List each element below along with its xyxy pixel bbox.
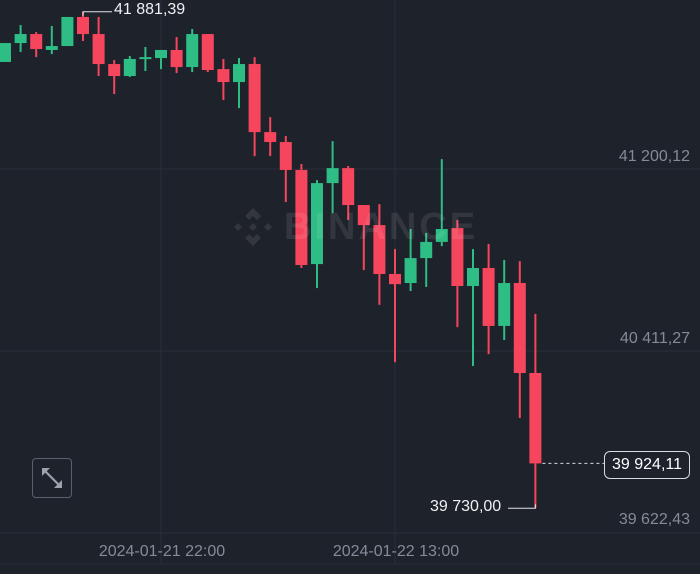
candle-body <box>279 142 292 170</box>
expand-arrows-icon <box>42 468 62 488</box>
y-tick-label: 40 411,27 <box>620 330 690 347</box>
candle-body <box>311 183 323 265</box>
candle-body <box>435 229 448 242</box>
candle-body <box>467 268 479 287</box>
candle-body <box>45 46 58 50</box>
candle-body <box>0 43 11 62</box>
candle-body <box>389 274 401 285</box>
low-marker-line <box>508 504 536 509</box>
candle-body <box>30 34 43 50</box>
x-tick-label: 2024-01-21 22:00 <box>98 543 226 560</box>
candle-body <box>498 283 511 326</box>
binance-watermark: BINANCE <box>230 204 478 250</box>
candle-body <box>186 34 199 68</box>
candle-body <box>92 34 105 65</box>
candle-body <box>373 225 386 275</box>
candle-body <box>342 168 355 206</box>
candle-body <box>108 64 121 77</box>
candle-body <box>77 16 89 35</box>
candle-body <box>529 372 542 464</box>
candle-body <box>295 169 308 266</box>
candle-body <box>420 241 433 259</box>
binance-logo-icon <box>234 208 272 246</box>
candle-body <box>201 34 214 71</box>
x-tick-label: 2024-01-22 13:00 <box>332 543 460 560</box>
candle-body <box>14 34 27 44</box>
candle-body <box>61 16 74 47</box>
candle-body <box>513 283 526 373</box>
candle-body <box>451 228 464 287</box>
last-price-tag[interactable]: 39 924,11 <box>604 451 690 479</box>
candle-body <box>155 49 167 59</box>
watermark-text: BINANCE <box>284 205 479 248</box>
high-marker-line <box>82 11 112 16</box>
high-price-label: 41 881,39 <box>114 1 186 18</box>
y-tick-label: 41 200,12 <box>618 148 690 165</box>
fullscreen-button[interactable] <box>32 458 72 498</box>
candle-body <box>357 205 370 226</box>
candle-body <box>217 69 230 83</box>
candle-body <box>264 132 277 143</box>
y-tick-label: 39 622,43 <box>618 511 690 528</box>
candle-body <box>326 168 339 184</box>
candle-body <box>170 49 183 68</box>
candle-body <box>482 268 495 326</box>
candle-body <box>123 58 136 77</box>
candle-body <box>404 258 417 284</box>
low-price-label: 39 730,00 <box>430 498 502 515</box>
candle-body <box>139 57 152 60</box>
candle-body <box>233 64 245 83</box>
candle-body <box>248 64 261 133</box>
